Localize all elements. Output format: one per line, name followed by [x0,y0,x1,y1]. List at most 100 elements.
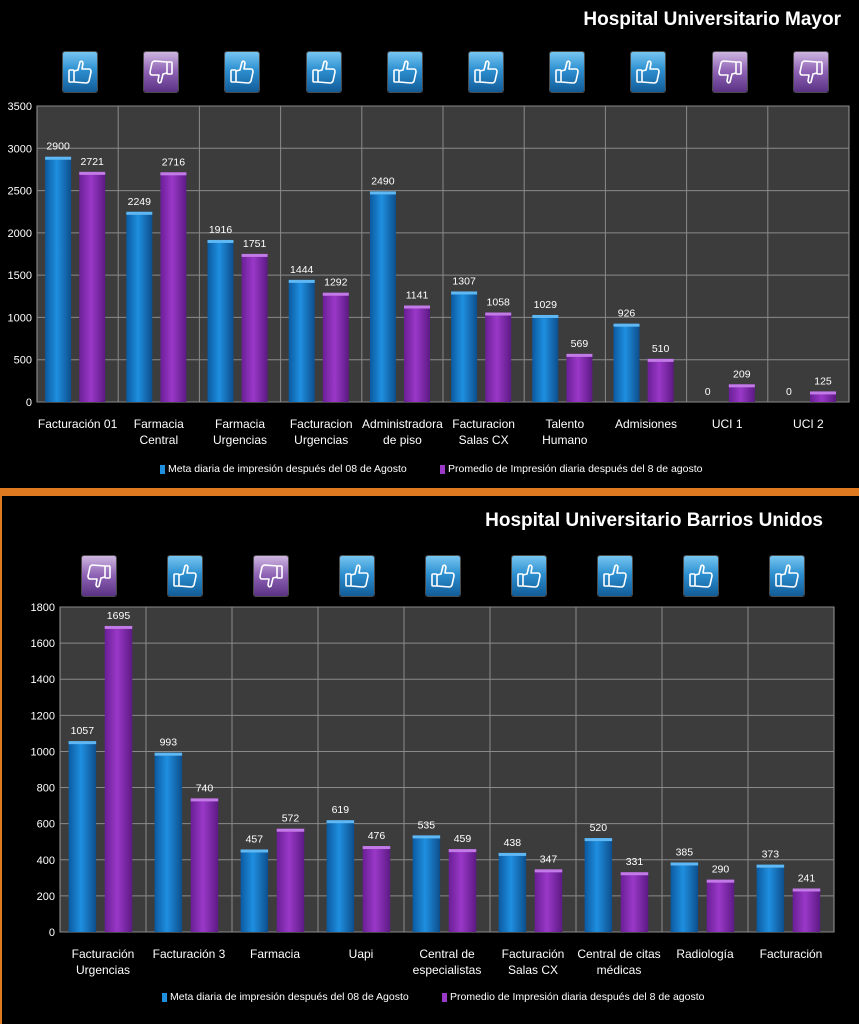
data-label: 2900 [46,141,70,153]
bar-meta-cap [584,838,613,842]
thumbs-up-icon [225,52,260,92]
bar-promedio [79,171,106,402]
bar-meta-cap [613,323,640,327]
data-label: 459 [454,833,472,845]
x-tick-label: Admisiones [615,417,677,431]
bar-meta [45,156,72,402]
bar-promedio-cap [706,879,735,883]
bar-promedio [706,879,735,932]
bar-meta [613,323,640,402]
thumbs-down-icon [82,556,116,596]
thumbs-up-icon [469,52,503,92]
data-label: 1141 [406,290,429,302]
bar-promedio [566,353,593,402]
bar-promedio-cap [104,625,133,629]
bar-promedio-cap [647,358,674,362]
bar-meta-cap [240,849,269,853]
thumbs-down-icon [712,52,747,92]
data-label: 241 [798,872,816,884]
data-label: 0 [705,386,711,398]
bar-meta [369,191,396,402]
hospital-barrios-unidos-panel: Hospital Universitario Barrios Unidos 0 2… [0,496,859,1024]
x-tick-label: de piso [383,433,422,447]
bar-promedio [728,384,755,402]
thumbs-up-icon [387,52,422,92]
x-tick-label: Radiología [676,947,734,961]
thumbs-up-icon [512,556,546,596]
data-label: 347 [540,853,558,865]
data-label: 510 [652,343,670,355]
bar-promedio [485,312,512,402]
y-tick-label: 1200 [31,710,55,722]
panel-title: Hospital Universitario Mayor [583,9,841,30]
y-tick-label: 3000 [8,143,32,155]
hospital-mayor-panel: Hospital Universitario Mayor 0 500 1000 150… [0,0,859,488]
bar-meta [154,752,183,932]
bar-meta [670,862,699,932]
y-tick-label: 800 [37,783,55,795]
bar-promedio [160,172,187,402]
x-tick-label: especialistas [413,963,482,977]
x-tick-label: Farmacia [250,947,300,961]
x-tick-label: Administradora [362,417,443,431]
data-label: 457 [246,833,264,845]
bar-promedio [104,625,133,932]
bar-promedio-cap [79,171,106,175]
bar-meta-cap [45,156,72,160]
thumbs-down-icon [144,52,179,92]
bar-promedio [792,888,821,932]
bar-meta [126,211,153,402]
data-label: 993 [160,737,178,749]
x-tick-label: UCI 1 [712,417,743,431]
data-label: 385 [676,846,694,858]
bar-meta-cap [451,291,478,295]
data-label: 926 [618,308,636,320]
bar-promedio-cap [485,312,512,316]
x-tick-label: médicas [597,963,642,977]
bar-promedio [647,358,674,402]
data-label: 290 [712,864,730,876]
bar-meta-cap [154,752,183,756]
bar-meta-cap [532,314,559,318]
bar-promedio-cap [810,391,837,395]
data-label: 1029 [534,299,558,311]
bar-promedio [448,849,477,932]
data-label: 572 [282,813,300,825]
thumbs-down-icon [254,556,288,596]
x-tick-label: Central de [419,947,475,961]
bar-promedio-cap [620,872,649,876]
x-tick-label: Facturación 01 [38,417,118,431]
bar-promedio-cap [534,869,563,873]
x-tick-label: Talento [545,417,584,431]
plot-area [59,606,835,933]
bar-promedio [404,305,431,402]
bar-meta [68,741,97,932]
x-tick-label: UCI 2 [793,417,824,431]
x-tick-label: Facturación [72,947,135,961]
y-tick-label: 0 [49,927,55,939]
bar-meta-cap [126,211,153,215]
x-tick-label: Salas CX [508,963,558,977]
data-label: 331 [626,856,644,868]
data-label: 373 [762,849,780,861]
data-label: 535 [418,819,436,831]
x-tick-label: Urgencias [294,433,348,447]
y-tick-label: 1000 [8,312,32,324]
data-label: 1751 [243,238,267,250]
panel-divider [0,488,859,496]
x-tick-label: Farmacia [134,417,184,431]
bar-promedio [276,828,305,932]
legend-label-promedio: Promedio de Impresión diaria después del… [450,991,705,1003]
y-tick-label: 1800 [31,602,55,614]
panel-title: Hospital Universitario Barrios Unidos [485,510,823,531]
data-label: 476 [368,830,386,842]
rating-icons-row [0,50,859,96]
y-tick-label: 1400 [31,674,55,686]
bar-promedio-cap [404,305,431,309]
legend-swatch-promedio [440,465,445,474]
bar-meta-cap [207,239,234,243]
bar-meta-cap [326,820,355,824]
bar-promedio-cap [792,888,821,892]
x-tick-label: Facturación [502,947,565,961]
data-label: 740 [196,782,214,794]
